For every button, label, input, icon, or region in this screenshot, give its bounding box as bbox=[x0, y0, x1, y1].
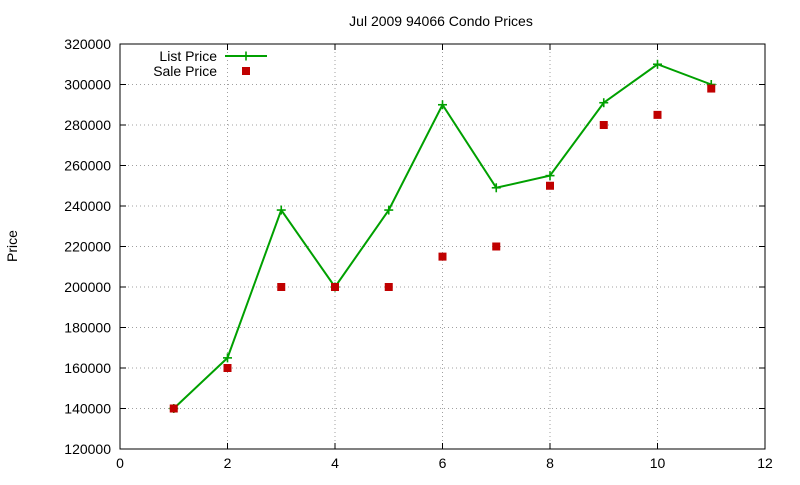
y-tick-label: 300000 bbox=[64, 77, 111, 93]
series-sale-price bbox=[169, 84, 716, 413]
legend-entry: List Price bbox=[159, 48, 267, 64]
data-point bbox=[438, 100, 447, 110]
y-tick-label: 200000 bbox=[64, 279, 111, 295]
x-tick-label: 0 bbox=[116, 455, 124, 471]
data-point bbox=[384, 283, 393, 291]
data-point bbox=[223, 353, 232, 363]
data-point bbox=[438, 252, 447, 261]
data-point bbox=[707, 84, 716, 93]
y-axis-label: Price bbox=[4, 230, 20, 262]
data-point bbox=[653, 59, 662, 69]
data-point bbox=[653, 110, 662, 119]
data-point bbox=[384, 205, 394, 215]
data-point bbox=[331, 283, 339, 291]
x-tick-label: 10 bbox=[650, 455, 666, 471]
y-tick-label: 180000 bbox=[64, 320, 111, 336]
x-tick-label: 4 bbox=[331, 455, 339, 471]
legend-label: Sale Price bbox=[153, 63, 217, 79]
data-point bbox=[223, 364, 232, 372]
y-tick-label: 220000 bbox=[64, 239, 111, 255]
legend-marker bbox=[242, 67, 250, 75]
series-layer bbox=[169, 59, 716, 413]
y-tick-label: 120000 bbox=[64, 441, 111, 457]
data-point bbox=[277, 283, 286, 291]
axes: 0 2 4 6 8 10 12 120000 140000 160000 180000 200000 2… bbox=[64, 36, 773, 471]
data-point bbox=[545, 171, 555, 181]
y-tick-label: 140000 bbox=[64, 401, 111, 417]
legend-label: List Price bbox=[159, 48, 217, 64]
data-point bbox=[276, 205, 286, 215]
x-tick-label: 6 bbox=[439, 455, 447, 471]
y-tick-label: 160000 bbox=[64, 360, 111, 376]
data-point bbox=[599, 98, 609, 108]
y-tick-label: 320000 bbox=[64, 36, 111, 52]
data-point bbox=[492, 242, 501, 251]
y-tick-label: 260000 bbox=[64, 158, 111, 174]
data-point bbox=[546, 181, 554, 190]
x-tick-label: 2 bbox=[224, 455, 232, 471]
data-point bbox=[169, 404, 178, 413]
legend-marker bbox=[241, 51, 251, 61]
x-tick-label: 12 bbox=[757, 455, 773, 471]
y-tick-label: 240000 bbox=[64, 198, 111, 214]
x-tick-label: 8 bbox=[546, 455, 554, 471]
data-point bbox=[491, 183, 501, 193]
chart-title: Jul 2009 94066 Condo Prices bbox=[349, 13, 533, 29]
legend-entry: Sale Price bbox=[153, 63, 250, 79]
y-tick-label: 280000 bbox=[64, 117, 111, 133]
data-point bbox=[599, 121, 608, 129]
